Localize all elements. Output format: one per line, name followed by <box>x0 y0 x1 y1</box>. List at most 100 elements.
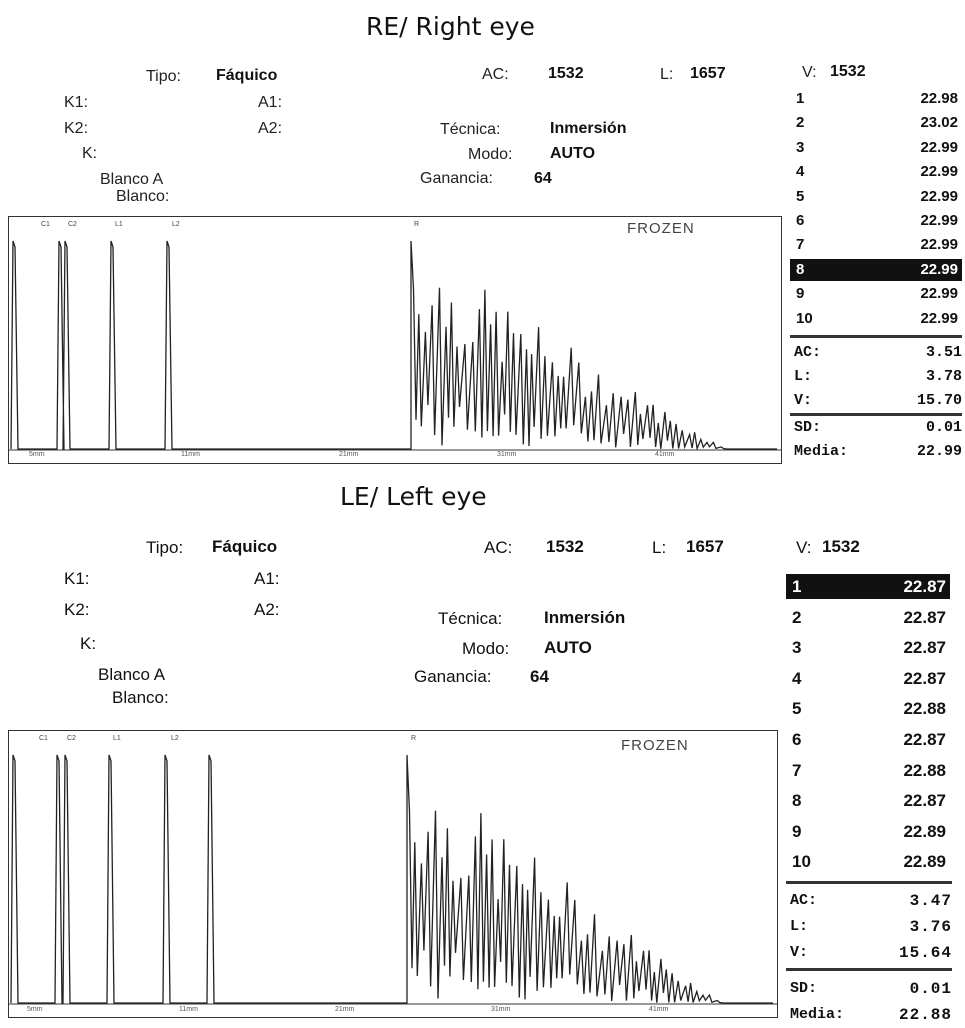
measurement-row[interactable]: 3 22.99 <box>790 137 962 159</box>
ac-velocity-value: 1532 <box>546 537 584 556</box>
measurement-index: 10 <box>792 852 811 872</box>
measurement-row[interactable]: 3 22.87 <box>786 635 950 660</box>
measurement-row[interactable]: 9 22.99 <box>790 283 962 305</box>
measurement-row[interactable]: 10 22.89 <box>786 849 950 874</box>
ac-mm-label: AC: <box>790 892 818 909</box>
a-scan-display: FROZEN C1 C2 L1 L2 R 5mm 11mm 21mm 31mm … <box>8 730 778 1018</box>
gate-c1: C1 <box>41 221 50 228</box>
measurement-row[interactable]: 6 22.87 <box>786 727 950 752</box>
axial-length-value: 22.99 <box>920 309 958 327</box>
gate-l2: L2 <box>172 221 180 228</box>
gate-r: R <box>411 735 417 742</box>
tecnica-label: Técnica: <box>438 609 503 628</box>
measurement-index: 2 <box>792 607 802 627</box>
l-velocity-value: 1657 <box>690 65 726 82</box>
sd-value: 0.01 <box>909 980 952 998</box>
measurement-index: 6 <box>792 730 802 749</box>
measurement-row[interactable]: 5 22.88 <box>786 696 950 721</box>
measurement-index: 9 <box>796 285 805 303</box>
a2-label: A2: <box>254 600 280 619</box>
measurement-row[interactable]: 8 22.99 <box>790 258 962 281</box>
measurement-row[interactable]: 1 22.87 <box>786 574 950 599</box>
tipo-value: Fáquico <box>216 67 278 84</box>
gate-c1: C1 <box>39 735 48 742</box>
measurement-index: 4 <box>796 163 805 181</box>
axial-length-value: 22.87 <box>903 668 946 688</box>
tick-label: 11mm <box>179 1006 198 1013</box>
v-mm-value: 15.64 <box>898 944 952 962</box>
measurement-row[interactable]: 2 23.02 <box>790 112 962 134</box>
gate-l1: L1 <box>113 735 121 742</box>
v-mm-value: 15.70 <box>916 392 962 409</box>
tick-label: 31mm <box>497 451 517 458</box>
ganancia-value: 64 <box>530 667 549 686</box>
axial-length-value: 23.02 <box>920 114 958 132</box>
axial-length-value: 22.87 <box>903 730 946 749</box>
measurement-index: 1 <box>796 90 805 107</box>
measurement-row[interactable]: 8 22.87 <box>786 788 950 813</box>
axial-length-value: 22.87 <box>903 638 946 658</box>
frozen-indicator: FROZEN <box>627 220 695 237</box>
tecnica-value: Inmersión <box>550 120 627 137</box>
tipo-label: Tipo: <box>146 68 181 85</box>
tick-label: 31mm <box>491 1006 511 1013</box>
axial-length-value: 22.87 <box>903 577 946 596</box>
ganancia-label: Ganancia: <box>420 170 493 187</box>
k2-label: K2: <box>64 120 89 137</box>
v-velocity-label: V: <box>802 64 817 81</box>
measurement-row[interactable]: 4 22.87 <box>786 666 950 691</box>
echo-trace <box>10 754 773 1004</box>
measurement-row[interactable]: 7 22.99 <box>790 234 962 256</box>
measurement-index: 9 <box>792 821 802 841</box>
axial-length-value: 22.99 <box>920 187 958 205</box>
tick-label: 5mm <box>27 1006 43 1013</box>
measurement-index: 2 <box>796 114 805 132</box>
v-velocity-value: 1532 <box>830 63 866 80</box>
frozen-indicator: FROZEN <box>621 737 689 754</box>
tick-label: 21mm <box>339 451 359 458</box>
media-label: Media: <box>790 1006 845 1023</box>
divider <box>786 968 952 971</box>
ac-velocity-label: AC: <box>482 66 509 83</box>
axial-length-value: 22.99 <box>920 212 958 229</box>
measurement-index: 10 <box>796 309 813 327</box>
v-mm-label: V: <box>790 944 809 961</box>
modo-label: Modo: <box>468 146 513 163</box>
tipo-label: Tipo: <box>146 538 184 557</box>
measurement-row[interactable]: 2 22.87 <box>786 605 950 630</box>
measurement-row[interactable]: 7 22.88 <box>786 758 950 783</box>
measurement-row[interactable]: 4 22.99 <box>790 161 962 183</box>
measurement-row[interactable]: 5 22.99 <box>790 186 962 208</box>
a-scan-waveform <box>9 240 781 452</box>
axial-length-value: 22.99 <box>920 260 958 278</box>
modo-value: AUTO <box>550 145 596 162</box>
axial-length-value: 22.99 <box>920 285 958 303</box>
axial-length-value: 22.87 <box>903 607 946 627</box>
tick-label: 41mm <box>649 1006 669 1013</box>
echo-trace <box>10 240 777 452</box>
sd-label: SD: <box>790 980 818 997</box>
ac-velocity-label: AC: <box>484 538 513 557</box>
measurement-row[interactable]: 9 22.89 <box>786 819 950 844</box>
ganancia-value: 64 <box>534 170 552 187</box>
measurement-index: 8 <box>796 260 805 278</box>
k-label: K: <box>82 145 98 162</box>
v-velocity-value: 1532 <box>822 537 860 556</box>
gate-c2: C2 <box>67 735 76 742</box>
sd-value: 0.01 <box>925 419 962 436</box>
blanco-label: Blanco: <box>112 688 169 707</box>
a-scan-display: FROZEN C1 C2 L1 L2 R 5mm 11mm 21mm 31mm … <box>8 216 782 464</box>
measurement-row[interactable]: 1 22.98 <box>790 88 962 110</box>
measurement-index: 6 <box>796 212 805 229</box>
tipo-value: Fáquico <box>212 537 278 556</box>
k2-label: K2: <box>64 600 90 619</box>
measurement-row[interactable]: 10 22.99 <box>790 308 962 330</box>
measurement-index: 3 <box>796 138 805 156</box>
tick-label: 41mm <box>655 451 675 458</box>
ac-mm-value: 3.47 <box>909 892 952 910</box>
measurement-row[interactable]: 6 22.99 <box>790 210 962 232</box>
a2-label: A2: <box>258 120 283 137</box>
measurement-index: 3 <box>792 638 802 658</box>
l-mm-label: L: <box>790 918 809 935</box>
v-mm-label: V: <box>794 392 813 409</box>
